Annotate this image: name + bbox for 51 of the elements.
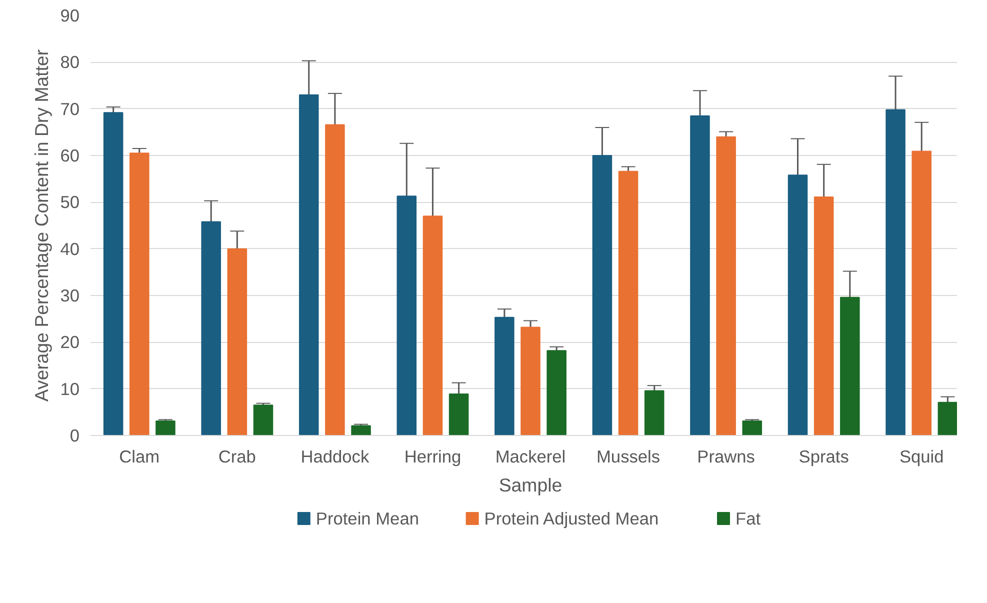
x-tick-label: Squid xyxy=(899,446,944,466)
y-tick-label: 60 xyxy=(60,146,80,166)
legend-label: Fat xyxy=(736,508,761,528)
bar xyxy=(396,196,417,436)
bar xyxy=(351,425,371,436)
y-tick-label: 70 xyxy=(60,98,80,119)
bar xyxy=(130,152,150,436)
bar xyxy=(156,420,176,436)
x-tick-label: Herring xyxy=(404,446,462,466)
bar xyxy=(788,174,808,436)
bar xyxy=(938,402,957,436)
bar xyxy=(103,112,124,436)
y-tick-label: 0 xyxy=(70,426,80,446)
y-tick-label: 50 xyxy=(60,192,80,212)
y-tick-label: 40 xyxy=(60,238,80,259)
bar xyxy=(592,155,612,436)
bar xyxy=(742,420,762,436)
bar xyxy=(546,350,566,436)
y-tick-label: 30 xyxy=(60,286,80,306)
bar xyxy=(886,109,906,436)
legend-label: Protein Mean xyxy=(316,508,419,528)
bar xyxy=(520,326,540,436)
bar xyxy=(298,94,319,436)
x-tick-label: Mussels xyxy=(596,446,660,466)
x-axis-title: Sample xyxy=(498,474,562,496)
bar xyxy=(448,393,469,436)
x-tick-label: Mackerel xyxy=(495,446,566,466)
x-tick-label: Crab xyxy=(218,446,256,466)
x-tick-label: Haddock xyxy=(300,446,370,466)
x-tick-label: Sprats xyxy=(798,446,850,466)
y-axis-title: Average Percentage Content in Dry Matter xyxy=(31,49,52,402)
y-tick-label: 80 xyxy=(60,52,80,72)
bar xyxy=(201,221,221,436)
x-tick-label: Clam xyxy=(119,446,160,466)
legend-label: Protein Adjusted Mean xyxy=(484,508,659,528)
bar xyxy=(494,316,514,436)
bar xyxy=(840,296,860,436)
bar xyxy=(422,216,443,436)
bar xyxy=(644,390,664,436)
y-tick-label: 20 xyxy=(60,332,80,352)
bar xyxy=(325,124,345,436)
bar xyxy=(618,170,638,436)
bar xyxy=(253,404,274,436)
x-tick-label: Prawns xyxy=(697,446,756,466)
y-tick-label: 90 xyxy=(60,6,80,26)
bar xyxy=(227,248,248,436)
bar xyxy=(690,115,710,436)
y-tick-label: 10 xyxy=(60,378,80,399)
bar xyxy=(912,150,932,436)
bar xyxy=(716,136,736,436)
bar xyxy=(814,196,834,436)
